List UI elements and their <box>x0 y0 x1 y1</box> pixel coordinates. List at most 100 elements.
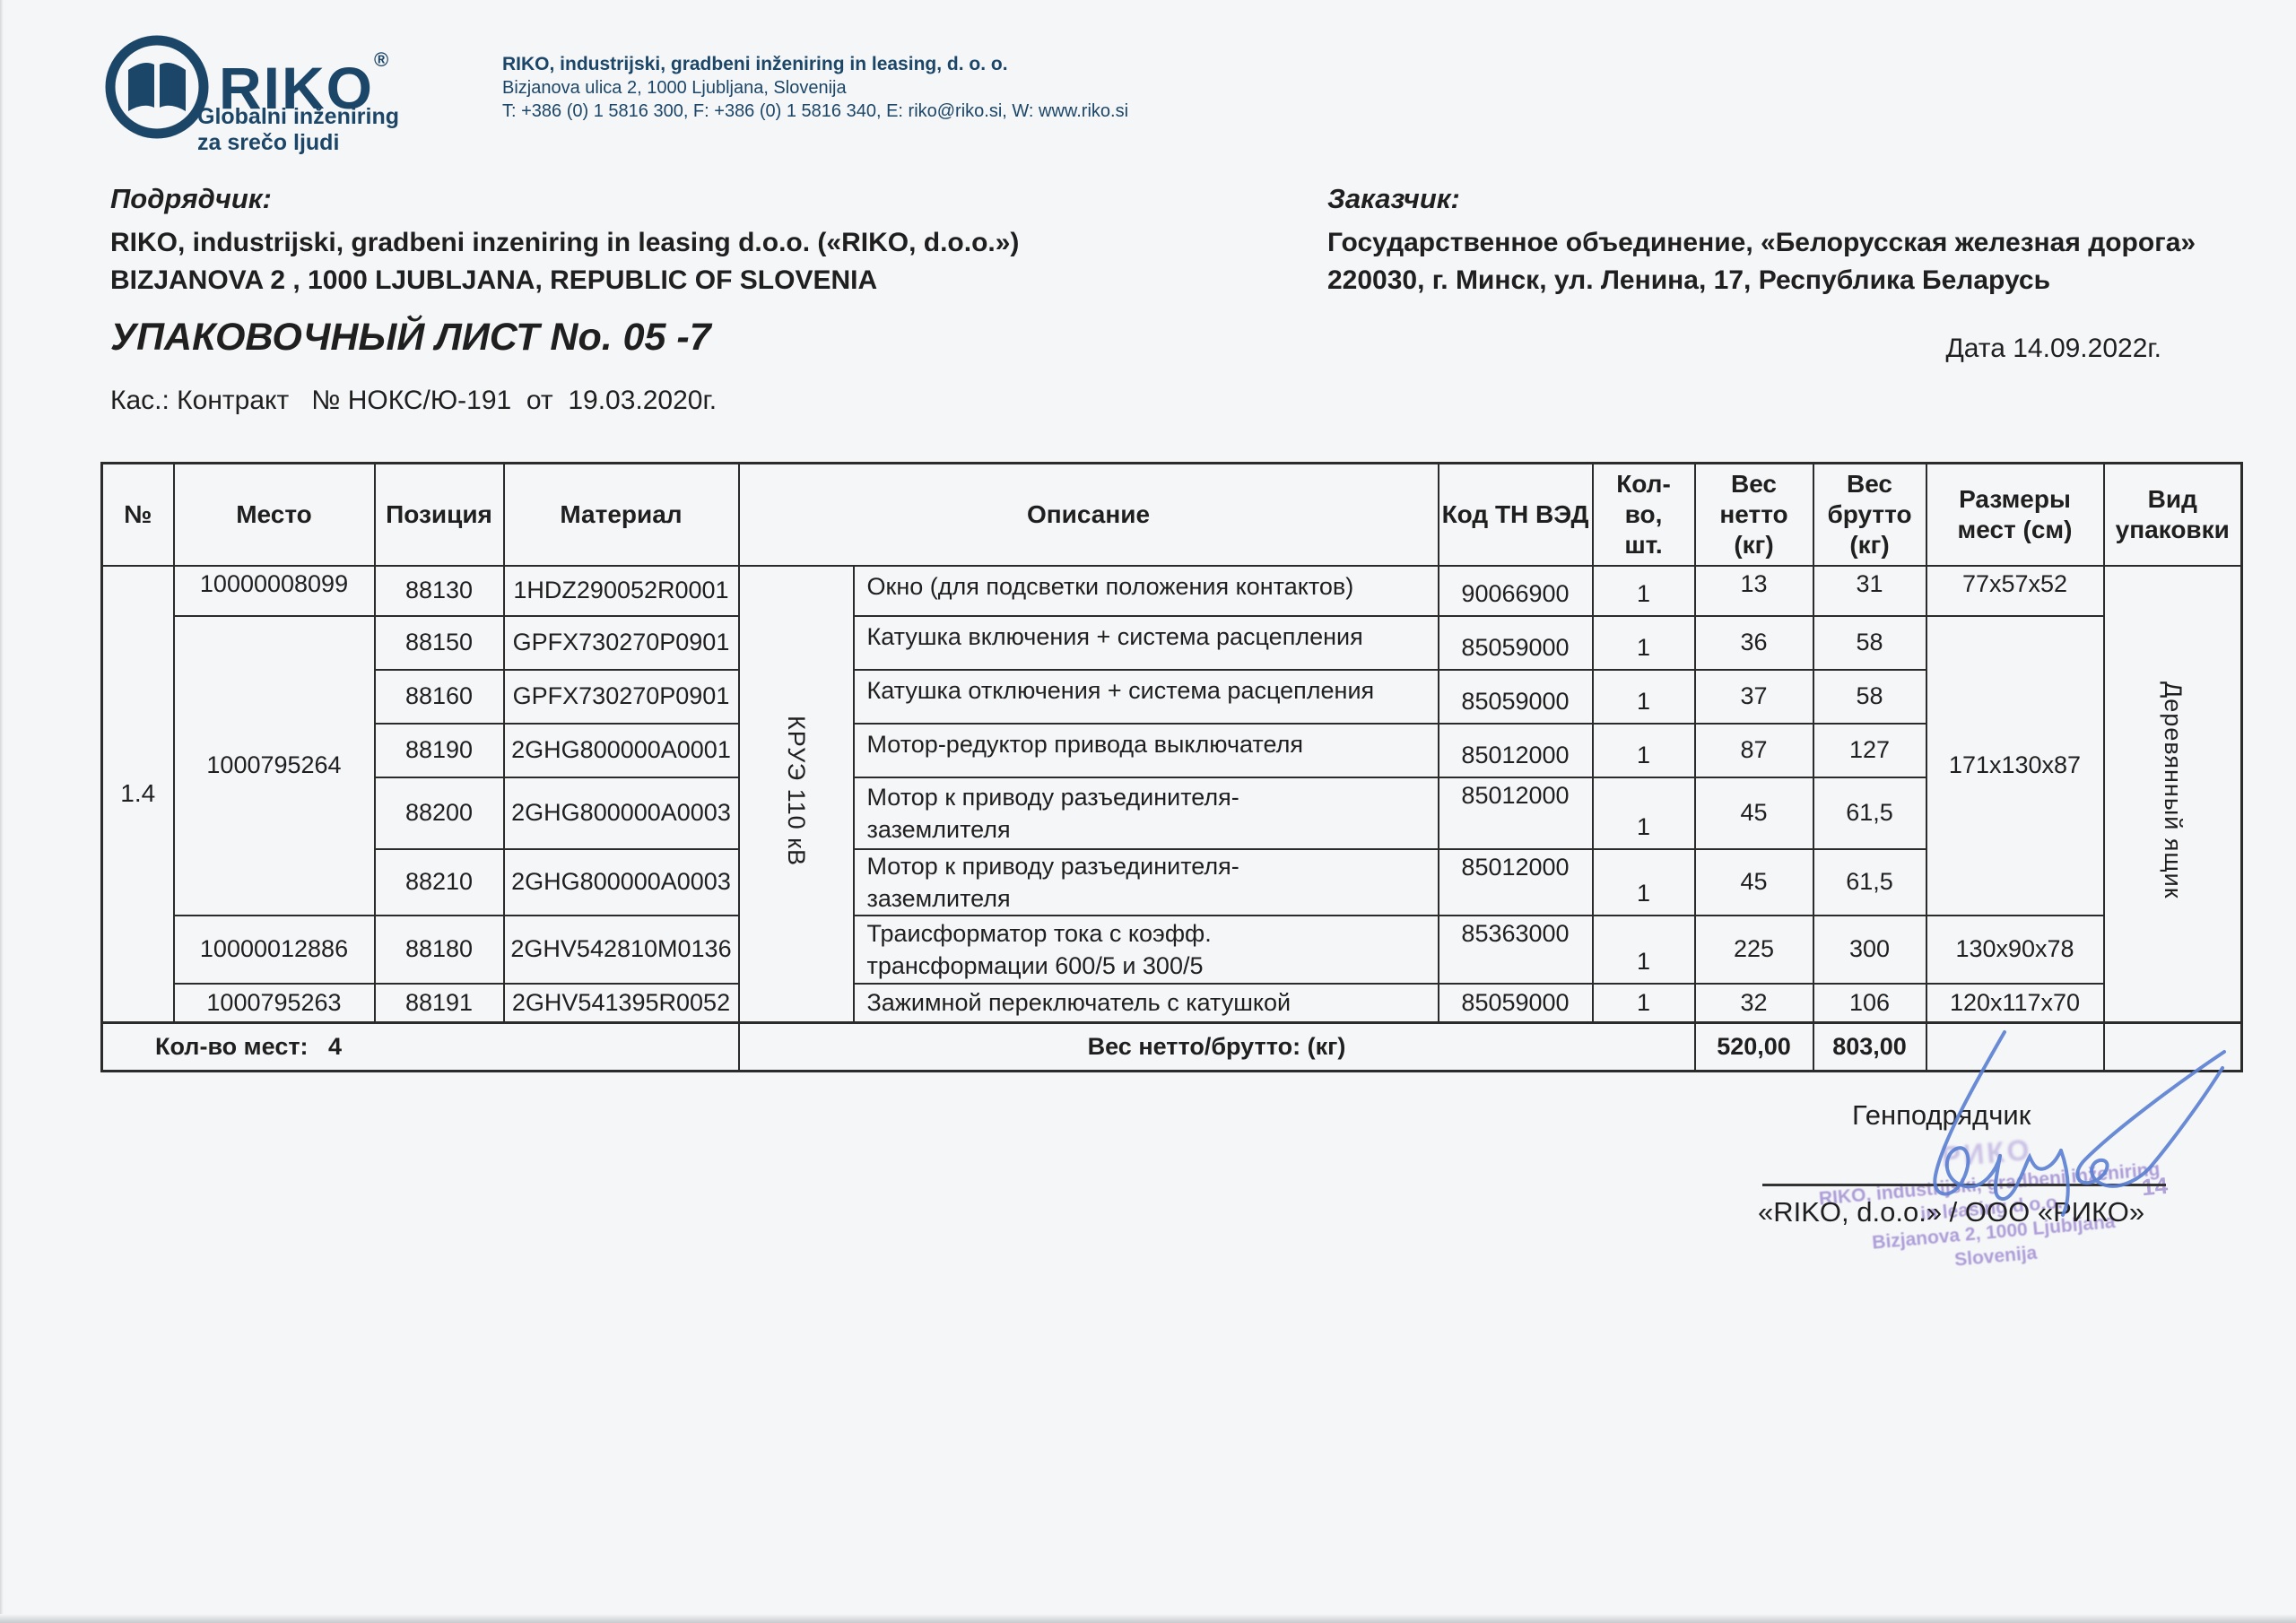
riko-book-icon <box>105 35 209 139</box>
cell-position: 88180 <box>373 914 505 985</box>
cell-gross: 300 <box>1812 914 1927 985</box>
cell-code: 85363000 <box>1437 914 1594 985</box>
cell-position: 88191 <box>373 982 505 1024</box>
contractor-name: RIKO, industrijski, gradbeni inzeniring … <box>110 228 1020 257</box>
col-header-position: Позиция <box>373 462 505 567</box>
cell-code: 85012000 <box>1437 722 1594 778</box>
customer-block: Заказчик: Государственное объединение, «… <box>1327 183 2196 299</box>
contractor-address: BIZJANOVA 2 , 1000 LJUBLJANA, REPUBLIC O… <box>110 265 878 295</box>
packaging-merged-cell: Деревянный ящик <box>2102 564 2243 1024</box>
signature-block: РИКО RIKO, industrijski, gradbeni inženi… <box>1758 1029 2269 1325</box>
table-footer-row: Кол-во мест: 4 Вес нетто/брутто: (кг) 52… <box>100 1021 2243 1072</box>
table-row: 10000012886 88180 2GHV542810M0136 Траисф… <box>102 914 2242 985</box>
customer-address: 220030, г. Минск, ул. Ленина, 17, Респуб… <box>1327 265 2051 295</box>
contract-reference: Кас.: Контракт № НОКС/Ю-191 от 19.03.202… <box>110 386 718 415</box>
cell-qty: 1 <box>1591 982 1696 1024</box>
col-header-material: Материал <box>502 462 740 567</box>
cell-position: 88190 <box>373 722 505 778</box>
cell-code: 85059000 <box>1437 668 1594 725</box>
cell-qty: 1 <box>1591 614 1696 671</box>
cell-description: Мотор-редуктор привода выключателя <box>852 722 1439 778</box>
scan-edge-artifact <box>0 0 4 1623</box>
cell-gross: 61,5 <box>1812 847 1927 916</box>
cell-net: 87 <box>1693 722 1814 778</box>
cell-qty: 1 <box>1591 914 1696 985</box>
table-row: 88160 GPFX730270P0901 Катушка отключения… <box>102 668 2242 725</box>
cell-material: 2GHV541395R0052 <box>502 982 740 1024</box>
customer-name: Государственное объединение, «Белорусска… <box>1327 228 2196 257</box>
group-number: 1.4 <box>100 564 175 1024</box>
cell-net: 225 <box>1693 914 1814 985</box>
kru-merged-cell: КРУЭ 110 кВ <box>737 564 855 1024</box>
col-header-net: Вес нетто (кг) <box>1693 462 1814 567</box>
cell-code: 85059000 <box>1437 982 1594 1024</box>
cell-qty: 1 <box>1591 847 1696 916</box>
footer-empty-dims <box>1925 1021 2105 1072</box>
cell-material: 2GHG800000A0003 <box>502 847 740 916</box>
cell-net: 45 <box>1693 847 1814 916</box>
cell-qty: 1 <box>1591 668 1696 725</box>
total-net: 520,00 <box>1693 1021 1814 1072</box>
customer-label: Заказчик: <box>1327 183 1460 214</box>
cell-place: 10000008099 <box>172 564 376 617</box>
registered-mark: ® <box>374 48 389 71</box>
page-title: УПАКОВОЧНЫЙ ЛИСТ No. 05 -7 <box>110 316 711 359</box>
table-row: 1000795264 88150 GPFX730270P0901 Катушка… <box>102 614 2242 916</box>
cell-qty: 1 <box>1591 564 1696 617</box>
cell-description: Траисформатор тока с коэфф. трансформаци… <box>852 914 1439 985</box>
cell-position: 88210 <box>373 847 505 916</box>
col-header-description: Описание <box>737 462 1439 567</box>
cell-code: 85059000 <box>1437 614 1594 671</box>
col-header-code: Код ТН ВЭД <box>1437 462 1594 567</box>
scan-edge-artifact <box>0 1614 2296 1623</box>
cell-gross: 127 <box>1812 722 1927 778</box>
col-header-dims: Размеры мест (см) <box>1925 462 2105 567</box>
total-weight-label: Вес нетто/брутто: (кг) <box>737 1021 1696 1072</box>
cell-material: 2GHG800000A0001 <box>502 722 740 778</box>
cell-description: Катушка отключения + система расцепления <box>852 668 1439 725</box>
cell-description: Катушка включения + система расцепления <box>852 614 1439 671</box>
cell-position: 88130 <box>373 564 505 617</box>
cell-dims: 120x117x70 <box>1925 982 2105 1024</box>
cell-qty: 1 <box>1591 722 1696 778</box>
cell-dims: 77x57x52 <box>1925 564 2105 617</box>
cell-place: 1000795263 <box>172 982 376 1024</box>
cell-gross: 61,5 <box>1812 776 1927 850</box>
table-row: 88190 2GHG800000A0001 Мотор-редуктор при… <box>102 722 2242 778</box>
cell-gross: 106 <box>1812 982 1927 1024</box>
cell-place: 1000795264 <box>172 614 376 916</box>
cell-description: Окно (для подсветки положения контактов) <box>852 564 1439 617</box>
cell-net: 13 <box>1693 564 1814 617</box>
cell-gross: 58 <box>1812 614 1927 671</box>
packing-table: № Место Позиция Материал Описание Код ТН… <box>100 462 2243 1072</box>
cell-dims: 130x90x78 <box>1925 914 2105 985</box>
contractor-block: Подрядчик: RIKO, industrijski, gradbeni … <box>110 183 1019 299</box>
col-header-gross: Вес брутто (кг) <box>1812 462 1927 567</box>
cell-material: 1HDZ290052R0001 <box>502 564 740 617</box>
cell-code: 90066900 <box>1437 564 1594 617</box>
cell-description: Зажимной переключатель с катушкой <box>852 982 1439 1024</box>
table-row: 1.4 10000008099 88130 1HDZ290052R0001 КР… <box>100 564 2243 1024</box>
cell-gross: 31 <box>1812 564 1927 617</box>
cell-net: 37 <box>1693 668 1814 725</box>
cell-description: Мотор к приводу разъединителя- заземлите… <box>852 776 1439 850</box>
table-header-row: № Место Позиция Материал Описание Код ТН… <box>100 462 2243 567</box>
company-name: RIKO, industrijski, gradbeni inženiring … <box>502 54 1008 74</box>
signatory-role: Генподрядчик <box>1852 1099 2031 1131</box>
cell-qty: 1 <box>1591 776 1696 850</box>
total-places: Кол-во мест: 4 <box>100 1021 740 1072</box>
footer-empty-packaging <box>2102 1021 2243 1072</box>
cell-material: 2GHV542810M0136 <box>502 914 740 985</box>
company-header-info: RIKO, industrijski, gradbeni inženiring … <box>502 52 1128 123</box>
cell-position: 88150 <box>373 614 505 671</box>
handwritten-signature <box>1933 1030 2226 1217</box>
brand-word: RIKO® <box>219 48 389 121</box>
table-row: 88200 2GHG800000A0003 Мотор к приводу ра… <box>102 776 2242 850</box>
col-header-qty: Кол- во, шт. <box>1591 462 1696 567</box>
total-gross: 803,00 <box>1812 1021 1927 1072</box>
cell-description: Мотор к приводу разъединителя- заземлите… <box>852 847 1439 916</box>
cell-code: 85012000 <box>1437 847 1594 916</box>
table-row: 88210 2GHG800000A0003 Мотор к приводу ра… <box>102 847 2242 916</box>
contractor-label: Подрядчик: <box>110 183 272 214</box>
cell-net: 36 <box>1693 614 1814 671</box>
